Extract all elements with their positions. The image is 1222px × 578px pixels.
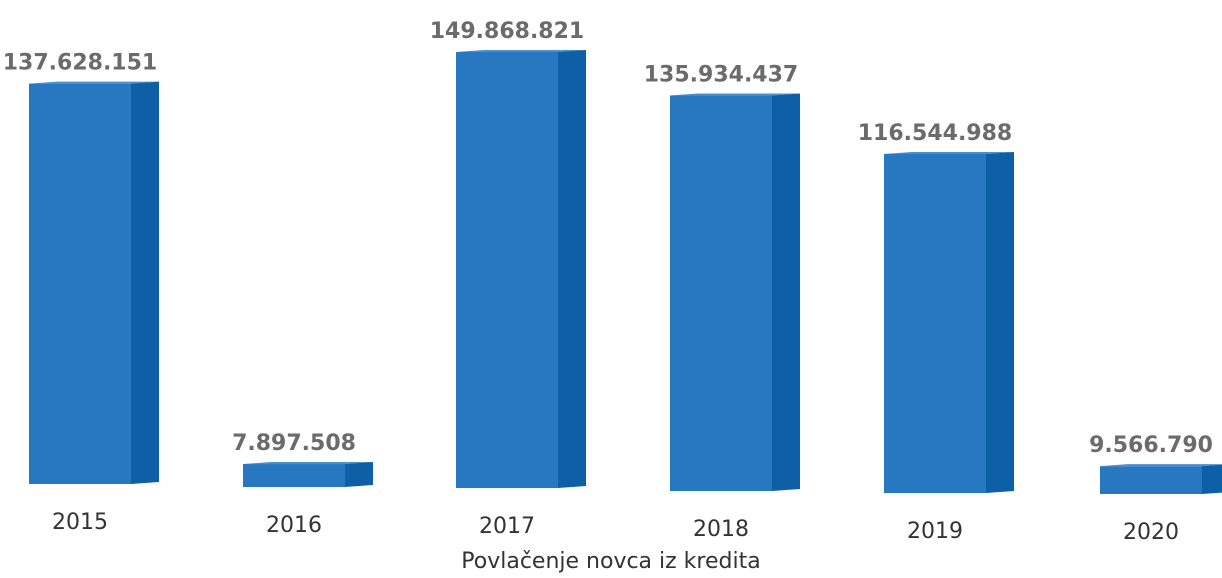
bar-side-2019 (986, 151, 1014, 494)
bar-side-2020 (1202, 464, 1222, 494)
x-tick-labels-group: 2015 2016 2017 2018 2019 2020 (52, 510, 1179, 545)
value-label-2018: 135.934.437 (644, 63, 798, 88)
bar-top-2020 (1100, 464, 1222, 467)
bar-front-2020 (1100, 466, 1202, 494)
bar-2015 (29, 81, 159, 484)
bar-side-2015 (131, 81, 159, 484)
x-axis-title: Povlačenje novca iz kredita (461, 549, 760, 574)
bar-side-2016 (345, 462, 373, 487)
x-tick-label-2019: 2019 (907, 519, 963, 544)
bar-front-2017 (456, 52, 558, 488)
bar-front-2015 (29, 83, 131, 484)
bar-2020 (1100, 464, 1222, 494)
bar-top-2016 (243, 462, 373, 465)
bar-2019 (884, 151, 1014, 494)
bar-side-2017 (558, 50, 586, 488)
bar-2018 (670, 93, 800, 492)
x-tick-label-2015: 2015 (52, 510, 108, 535)
bar-top-2019 (884, 151, 1014, 154)
x-tick-label-2018: 2018 (693, 517, 749, 542)
value-label-2019: 116.544.988 (858, 121, 1012, 146)
value-label-2015: 137.628.151 (3, 51, 157, 76)
x-tick-label-2020: 2020 (1123, 520, 1179, 545)
bar-2017 (456, 50, 586, 488)
value-label-2016: 7.897.508 (232, 431, 356, 456)
value-labels-group: 137.628.151 7.897.508 149.868.821 135.934.4… (3, 19, 1213, 458)
value-label-2020: 9.566.790 (1089, 433, 1213, 458)
bar-2016 (243, 462, 373, 487)
bar-top-2018 (670, 93, 800, 96)
bar-front-2016 (243, 464, 345, 487)
value-label-2017: 149.868.821 (430, 19, 584, 44)
bar-top-2015 (29, 81, 159, 84)
bar-top-2017 (456, 50, 586, 52)
bar-front-2019 (884, 153, 986, 494)
bar-side-2018 (772, 93, 800, 492)
bar-front-2018 (670, 95, 772, 492)
x-tick-label-2017: 2017 (479, 514, 535, 539)
bars-group (29, 50, 1222, 494)
x-tick-label-2016: 2016 (266, 513, 322, 538)
